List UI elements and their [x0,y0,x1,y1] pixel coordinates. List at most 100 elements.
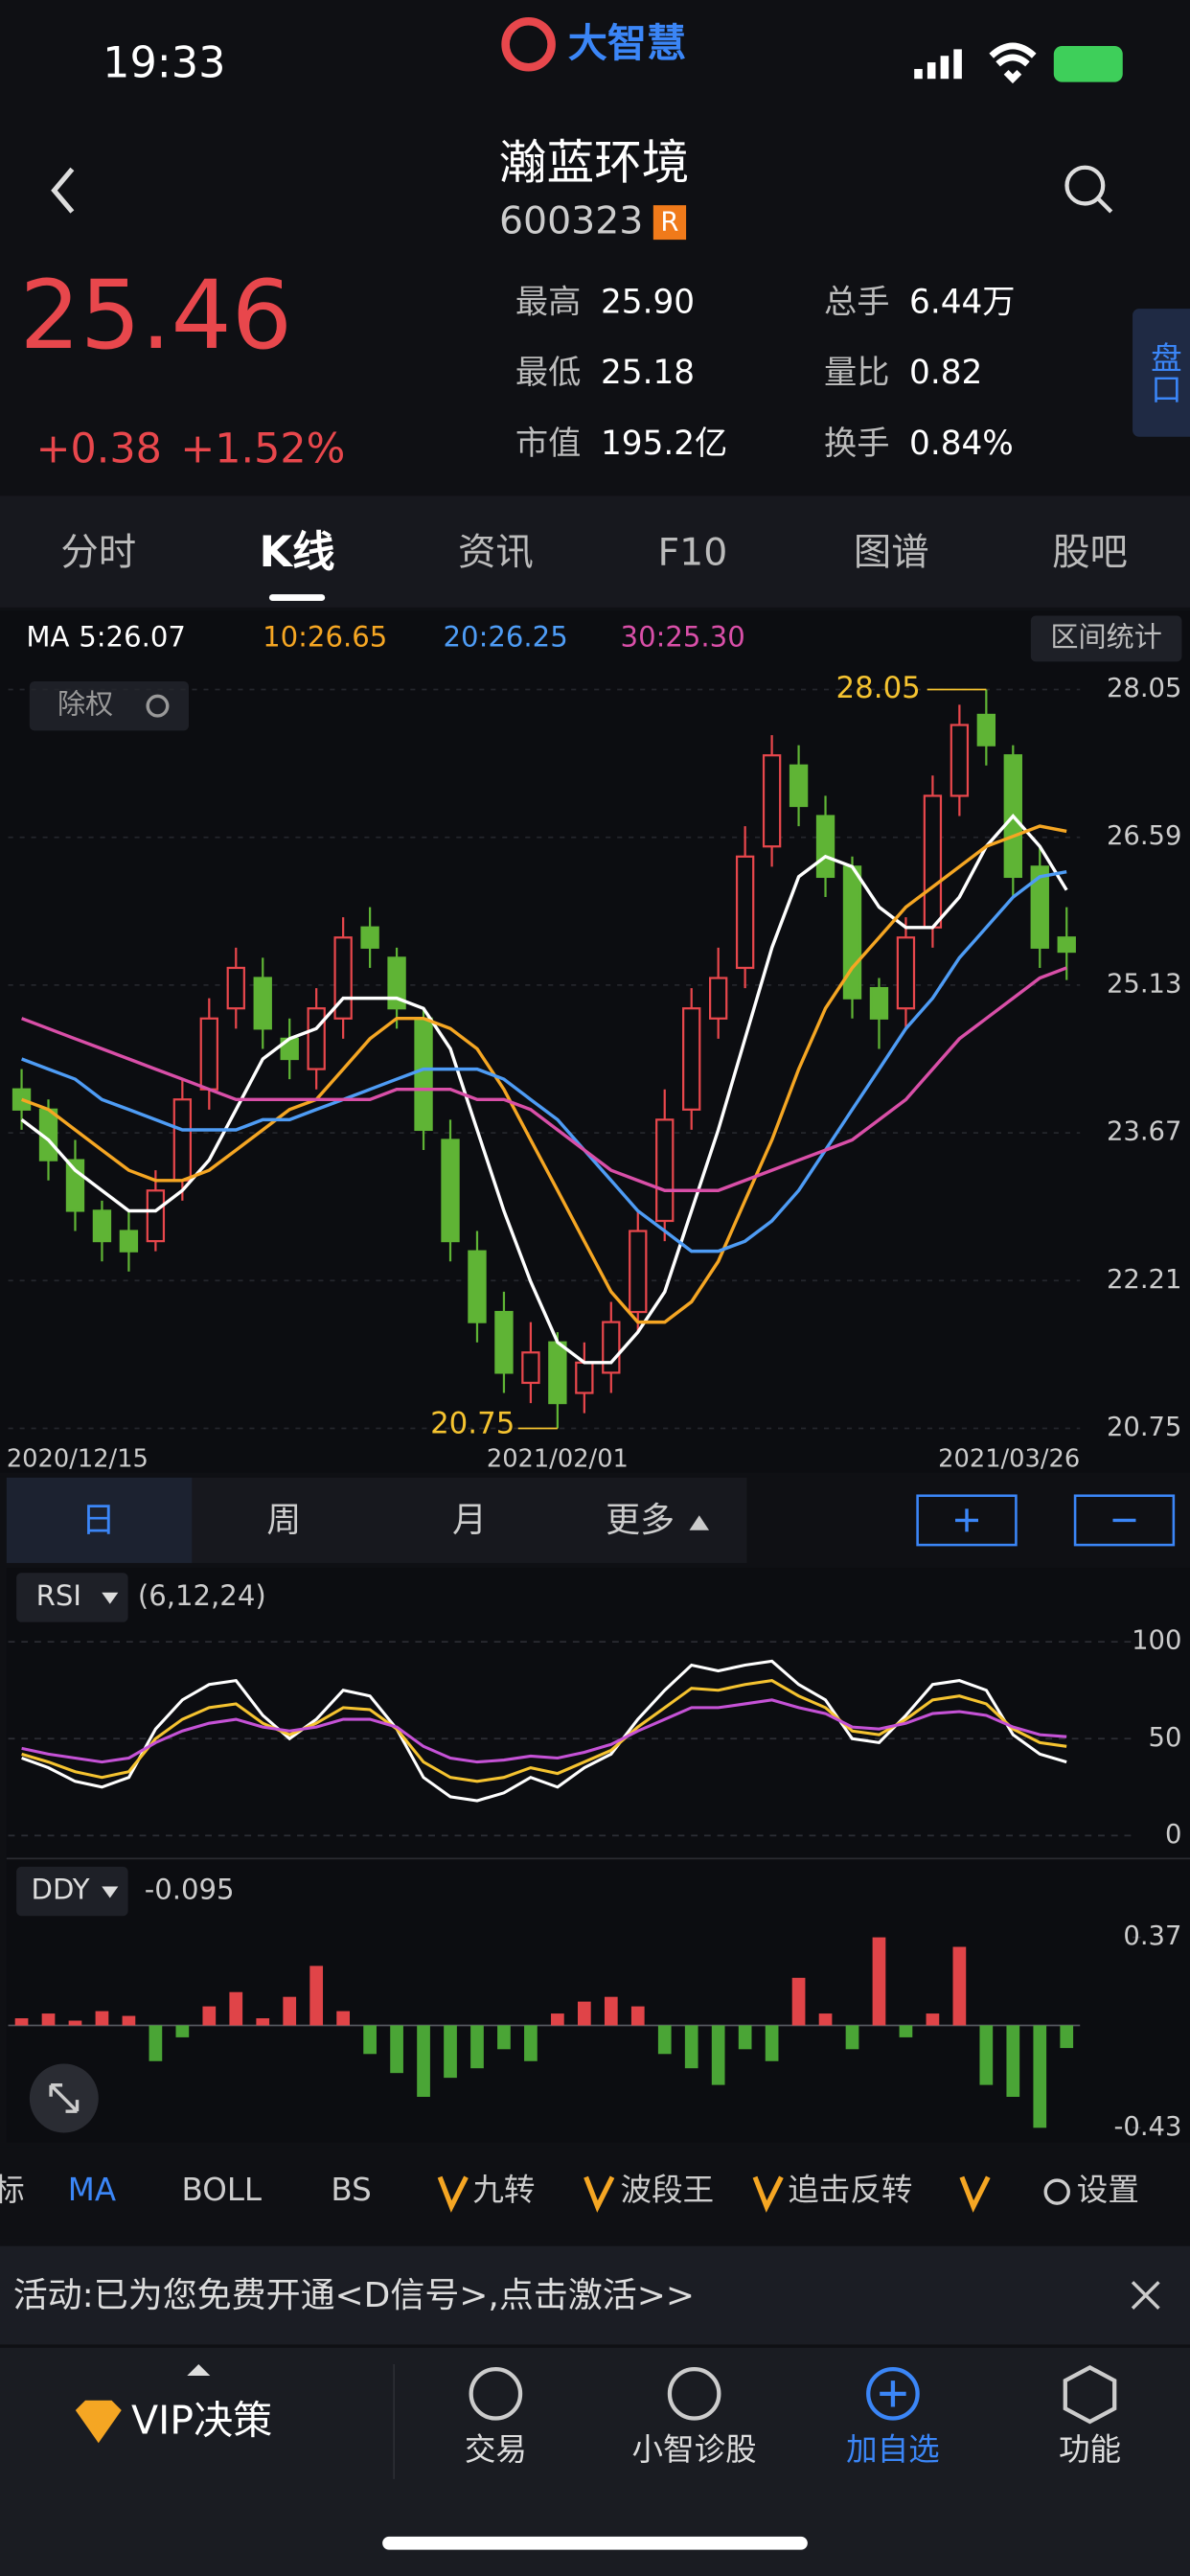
nav-item[interactable]: 加自选 [846,2431,940,2468]
logo-icon [501,16,556,72]
banner[interactable]: 活动:已为您免费开通<D信号>,点击激活>> [13,2276,695,2315]
ma-line [21,870,1067,1254]
change: +0.38 [36,426,162,473]
ma-line [21,824,1067,1324]
add-plus [880,2380,906,2407]
indicator[interactable]: 追击反转 [788,2172,912,2208]
zoom-in-button[interactable] [916,1494,1018,1547]
candle-body [602,1321,621,1374]
ddy-bar [497,2025,511,2050]
tab-active[interactable]: K线 [260,527,335,577]
legend-entry: 5:26.07 [79,620,186,653]
tab[interactable]: 分时 [60,531,136,575]
y-tick-label: 50 [1149,1723,1182,1753]
candle-body [548,1341,567,1405]
ma-label: MA [26,620,69,653]
interval-btn-bg[interactable] [1030,615,1182,662]
ddy-bar [68,2020,82,2026]
candle-body [655,1118,675,1223]
candle-body [360,926,379,949]
period[interactable]: 日 [81,1501,116,1540]
wifi-icon [989,42,1037,84]
ddy-bar [899,2025,913,2037]
x-tick-label: 2020/12/15 [7,1445,149,1474]
legend-entry: 20:26.25 [444,620,568,653]
vip-icon [75,2400,122,2444]
tab[interactable]: 股吧 [1052,531,1128,575]
side-tab-bg[interactable] [1133,309,1190,437]
ddy-bar [470,2025,484,2069]
back-button[interactable] [51,167,75,214]
period[interactable]: 周 [266,1501,301,1540]
nav-item[interactable]: 小智诊股 [632,2431,757,2468]
indicator[interactable]: 标 [0,2172,25,2208]
candle-body [762,754,782,848]
indicator[interactable]: BOLL [181,2172,262,2208]
ddy-bar [845,2025,859,2050]
candle-body [923,794,943,929]
y-tick-label: 23.67 [1107,1117,1181,1147]
indicator-active[interactable]: MA [68,2172,116,2208]
period[interactable]: 月 [452,1501,487,1540]
candle-body [199,1017,218,1091]
v-icon [437,2175,469,2213]
tab[interactable]: 图谱 [854,531,929,575]
zoom-out-button[interactable] [1073,1494,1176,1547]
v-icon [584,2175,615,2213]
badge: R [660,207,678,237]
signal-icon [914,49,962,80]
indicator[interactable]: 波段王 [621,2172,715,2208]
ddy-bar [818,2013,833,2026]
settings[interactable]: 设置 [1077,2172,1139,2208]
y-tick-label: 22.21 [1107,1265,1181,1295]
candle-body [976,713,996,747]
adjust-btn-bg[interactable] [29,680,190,731]
legend-entry: 30:25.30 [621,620,745,653]
nav-item[interactable]: VIP决策 [131,2398,272,2444]
candle-body [950,724,970,797]
rsi-btn-bg[interactable] [16,1573,128,1622]
home-indicator [382,2536,808,2550]
indicator[interactable]: 九转 [472,2172,535,2208]
v-icon [959,2175,991,2213]
ddy-label[interactable]: DDY [32,1874,90,1906]
stat-label: 换手 [824,425,890,463]
ddy-bar [791,1977,806,2026]
ddy-bar [309,1966,324,2026]
price: 25.46 [20,261,292,371]
search-button[interactable] [1064,165,1106,206]
candle-body [1057,936,1076,954]
high-label: 28.05 [836,671,921,705]
tab[interactable]: 资讯 [458,531,534,575]
period[interactable]: 更多 [606,1501,675,1540]
ddy-bar [202,2006,217,2026]
indicator[interactable]: BS [331,2172,371,2208]
ddy-bar [390,2025,403,2074]
candle-body [441,1138,460,1243]
rsi-label[interactable]: RSI [36,1579,81,1612]
candle-body [468,1250,487,1323]
time: 19:33 [103,38,225,88]
tab-bar [0,495,1190,608]
candle-body [119,1230,139,1253]
ddy-bar [149,2025,163,2061]
interval-btn[interactable]: 区间统计 [1050,620,1161,653]
ddy-btn-bg[interactable] [16,1866,128,1917]
nav-item[interactable]: 功能 [1059,2431,1121,2468]
stat-value: 195.2亿 [601,425,727,463]
banner-bg[interactable] [0,2245,1190,2345]
ddy-bar [363,2025,377,2055]
banner-close[interactable] [1131,2281,1160,2310]
ddy-bar [738,2025,752,2050]
ddy-bar [175,2025,190,2037]
adjust-btn[interactable]: 除权 [57,688,113,721]
tab-underline [268,594,326,602]
nav-item[interactable]: 交易 [465,2431,527,2468]
x-tick-label: 2021/03/26 [938,1445,1080,1474]
candle-body [869,986,889,1020]
stock-name: 瀚蓝环境 [499,135,690,191]
side-tab[interactable]: 盘口 [1146,341,1182,403]
tab[interactable]: F10 [658,531,728,575]
low-label: 20.75 [430,1407,515,1441]
